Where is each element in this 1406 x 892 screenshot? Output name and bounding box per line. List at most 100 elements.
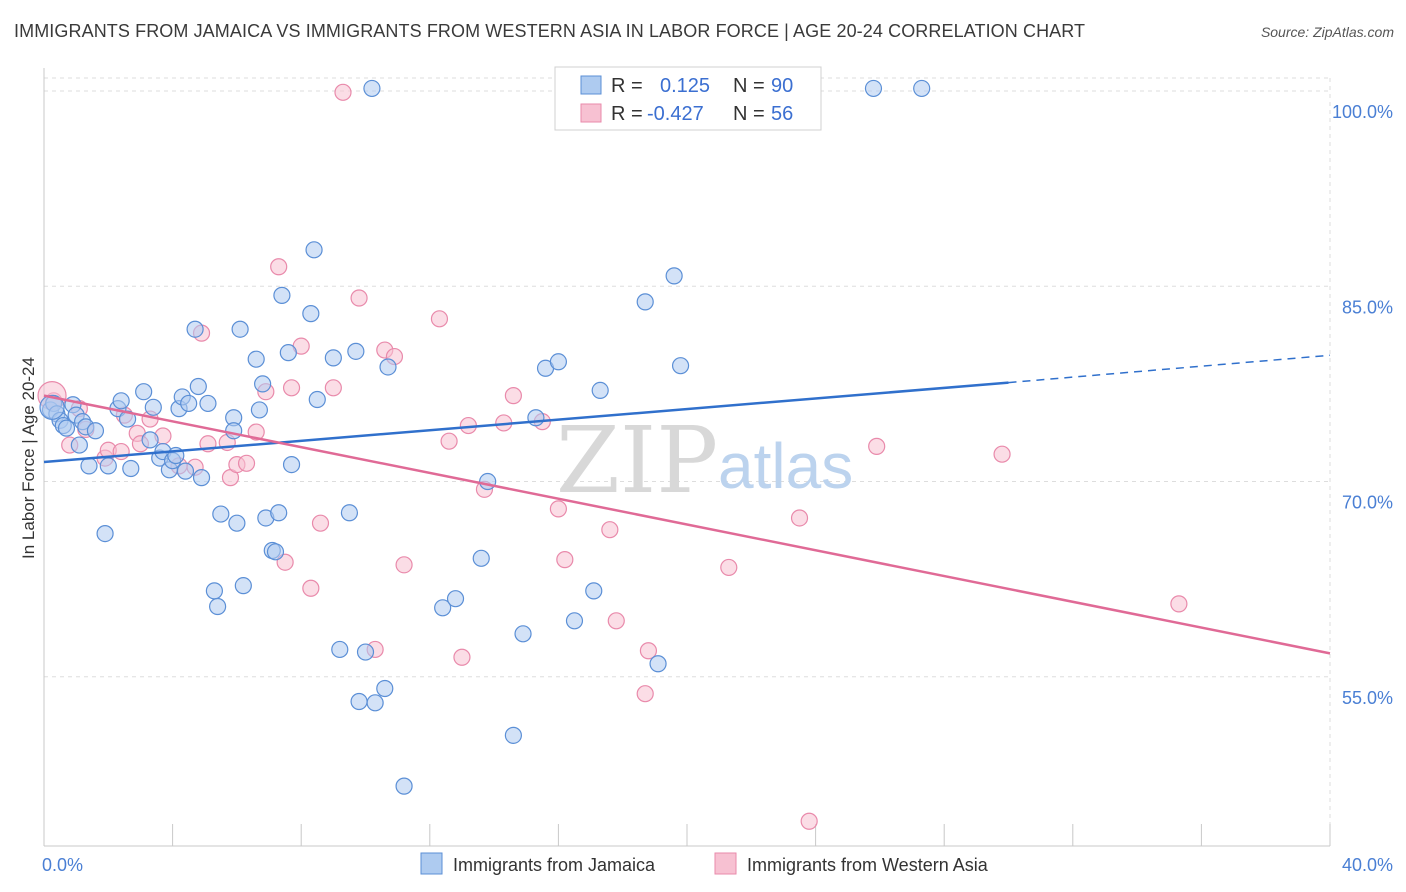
jamaica-point-81: [665, 267, 683, 285]
jamaica-point-49: [270, 504, 288, 522]
y-tick-label-1: 70.0%: [1342, 493, 1393, 513]
western-asia-point-30: [350, 289, 368, 307]
jamaica-point-59: [347, 342, 365, 360]
x-tick-label-1: 40.0%: [1342, 855, 1393, 875]
bottom-legend-swatch-western-asia: [714, 852, 737, 875]
western-asia-point-26: [302, 579, 320, 597]
jamaica-point-63: [366, 694, 384, 712]
jamaica-point-85: [913, 79, 931, 98]
western-asia-point-29: [334, 83, 352, 101]
jamaica-point-31: [186, 320, 204, 338]
jamaica-point-39: [225, 422, 243, 440]
jamaica-point-51: [279, 344, 297, 362]
western-asia-point-54: [1170, 595, 1188, 613]
legend-n-label-western-asia: N =: [733, 103, 765, 125]
trend-line-jamaica: [43, 381, 1009, 464]
jamaica-point-36: [209, 597, 227, 616]
jamaica-point-48: [266, 543, 285, 561]
jamaica-point-40: [228, 514, 246, 532]
jamaica-point-67: [434, 599, 452, 617]
jamaica-point-19: [135, 383, 153, 401]
jamaica-point-79: [636, 293, 654, 311]
western-asia-point-52: [868, 437, 886, 455]
jamaica-point-72: [514, 625, 532, 643]
jamaica-point-56: [324, 349, 342, 367]
jamaica-point-61: [356, 643, 375, 661]
western-asia-point-44: [556, 551, 574, 569]
jamaica-point-37: [212, 505, 230, 523]
western-asia-point-48: [636, 685, 654, 703]
bottom-legend-label-western-asia: Immigrants from Western Asia: [747, 855, 989, 875]
western-asia-point-24: [282, 379, 301, 397]
jamaica-point-65: [379, 358, 397, 376]
jamaica-point-21: [144, 398, 162, 416]
western-asia-point-45: [601, 521, 619, 539]
western-asia-point-20: [247, 423, 265, 441]
axes: [43, 68, 1331, 847]
jamaica-point-76: [565, 612, 584, 630]
bottom-legend-swatch-jamaica: [420, 852, 443, 875]
jamaica-point-44: [250, 401, 269, 419]
watermark: ZIP atlas: [556, 407, 853, 514]
jamaica-point-14: [99, 457, 117, 475]
jamaica-point-17: [118, 410, 137, 428]
western-asia-point-22: [270, 258, 288, 276]
bottom-legend-label-jamaica: Immigrants from Jamaica: [453, 855, 656, 875]
series-jamaica-points: [39, 72, 931, 795]
jamaica-point-30: [180, 394, 198, 413]
y-tick-label-0: 55.0%: [1342, 688, 1393, 708]
legend-r-value-jamaica: 0.125: [660, 75, 710, 97]
jamaica-point-53: [302, 305, 320, 323]
jamaica-point-20: [141, 431, 159, 449]
jamaica-point-75: [549, 353, 568, 371]
jamaica-point-64: [376, 679, 394, 698]
western-asia-point-19: [237, 454, 256, 472]
western-asia-point-50: [790, 509, 809, 527]
western-asia-point-41: [504, 387, 522, 405]
chart-title: IMMIGRANTS FROM JAMAICA VS IMMIGRANTS FR…: [14, 21, 1086, 41]
y-tick-label-3: 100.0%: [1332, 102, 1393, 122]
legend-swatch-western-asia: [580, 103, 602, 123]
western-asia-point-34: [395, 556, 413, 574]
western-asia-point-27: [311, 514, 330, 532]
jamaica-point-84: [864, 79, 883, 98]
jamaica-point-5: [57, 419, 76, 437]
jamaica-point-77: [585, 582, 603, 600]
jamaica-point-80: [649, 655, 667, 673]
jamaica-point-33: [192, 469, 211, 487]
jamaica-point-58: [340, 504, 359, 522]
jamaica-point-52: [282, 456, 301, 474]
y-tick-label-2: 85.0%: [1342, 297, 1393, 317]
watermark-zip: ZIP: [556, 407, 718, 514]
bottom-legend: Immigrants from Jamaica Immigrants from …: [420, 852, 989, 875]
jamaica-point-11: [80, 457, 98, 475]
x-tick-labels: 0.0% 40.0%: [42, 855, 1393, 875]
jamaica-point-16: [112, 392, 130, 410]
jamaica-point-32: [189, 377, 207, 396]
western-asia-point-53: [993, 445, 1011, 463]
trend-line-western-asia: [43, 394, 1331, 655]
jamaica-point-78: [591, 381, 609, 400]
legend-n-value-western-asia: 56: [771, 103, 793, 125]
jamaica-point-large: [39, 394, 65, 420]
legend-swatch-jamaica: [580, 75, 602, 95]
jamaica-point-34: [199, 394, 217, 413]
jamaica-point-57: [331, 640, 349, 659]
jamaica-point-62: [363, 79, 381, 98]
legend-r-label-jamaica: R =: [611, 75, 643, 97]
western-asia-point-46: [607, 612, 625, 630]
jamaica-point-50: [273, 286, 291, 304]
trend-line-jamaica-extension: [1008, 354, 1331, 384]
western-asia-point-47: [639, 642, 658, 660]
trend-lines: [43, 354, 1331, 655]
jamaica-point-29: [176, 462, 195, 480]
legend-n-label-jamaica: N =: [733, 75, 765, 97]
jamaica-point-66: [395, 777, 413, 795]
jamaica-point-60: [350, 692, 368, 711]
jamaica-point-68: [446, 590, 465, 608]
western-asia-point-35: [430, 310, 449, 328]
jamaica-point-8: [70, 436, 88, 454]
jamaica-point-70: [479, 472, 497, 491]
legend-r-value-western-asia: -0.427: [647, 103, 704, 125]
